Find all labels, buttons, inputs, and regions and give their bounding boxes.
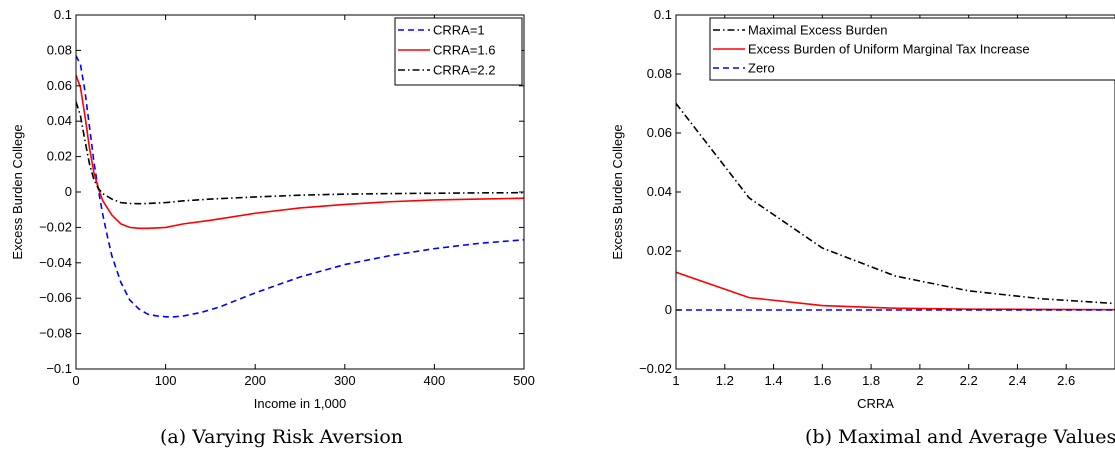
x-tick-label: 1.8	[862, 373, 880, 388]
y-tick-label: −0.1	[46, 361, 72, 376]
legend-label-1: CRRA=1	[433, 23, 485, 38]
chart-varying-risk-aversion: 0 100 200 300 400 500 −0.1 −0.08 −0.06 −0.04 −0.02…	[10, 7, 535, 411]
y-tick-label: 0.02	[647, 243, 672, 258]
x-tick-label: 300	[334, 373, 356, 388]
series-line-2	[76, 74, 524, 230]
legend-label-2: Excess Burden of Uniform Marginal Tax In…	[748, 42, 1030, 57]
series-line-1	[76, 55, 524, 318]
x-tick-label: 2.4	[1008, 373, 1026, 388]
y-axis-label: Excess Burden College	[610, 124, 625, 259]
x-tick-label: 2	[916, 373, 923, 388]
x-tick-label: 0	[72, 373, 79, 388]
y-tick-label: −0.02	[39, 219, 72, 234]
y-tick-label: 0.04	[647, 184, 672, 199]
series-line-1	[676, 103, 1115, 305]
y-axis-label: Excess Burden College	[10, 124, 25, 259]
x-tick-label: 100	[155, 373, 177, 388]
x-tick-label: 1.2	[716, 373, 734, 388]
x-axis-label: CRRA	[857, 396, 894, 411]
y-tick-label: 0	[65, 184, 72, 199]
y-tick-label: 0.02	[47, 149, 72, 164]
y-tick-label: −0.08	[39, 326, 72, 341]
caption-b: (b) Maximal and Average Values	[805, 426, 1115, 448]
y-tick-label: 0.08	[47, 42, 72, 57]
y-tick-label: 0.1	[654, 7, 672, 22]
y-tick-label: −0.04	[39, 255, 72, 270]
series-line-2	[676, 271, 1115, 311]
x-tick-label: 500	[513, 373, 535, 388]
y-tick-label: 0.06	[47, 78, 72, 93]
y-tick-label: 0.04	[47, 113, 72, 128]
y-tick-label: 0.08	[647, 66, 672, 81]
y-tick-label: 0	[665, 302, 672, 317]
legend-label-1: Maximal Excess Burden	[748, 23, 887, 38]
x-axis-label: Income in 1,000	[254, 396, 347, 411]
legend-box	[709, 17, 1115, 81]
y-tick-label: −0.02	[639, 361, 672, 376]
chart-maximal-and-average-values: 1 1.2 1.4 1.6 1.8 2 2.2 2.4 2.6 −0.02 0 0.02 0.04 0.0…	[610, 7, 1115, 411]
x-tick-label: 1.6	[813, 373, 831, 388]
series-line-3	[76, 101, 524, 205]
x-tick-label: 1.4	[765, 373, 783, 388]
legend-box	[394, 17, 523, 86]
y-tick-label: 0.1	[54, 7, 72, 22]
x-tick-label: 2.2	[960, 373, 978, 388]
caption-a: (a) Varying Risk Aversion	[160, 426, 404, 448]
x-tick-label: 2.6	[1057, 373, 1075, 388]
legend-label-3: CRRA=2.2	[433, 63, 496, 78]
x-tick-label: 400	[424, 373, 446, 388]
y-tick-label: 0.06	[647, 125, 672, 140]
legend-label-2: CRRA=1.6	[433, 43, 496, 58]
x-tick-label: 1	[672, 373, 679, 388]
x-tick-label: 200	[244, 373, 266, 388]
y-tick-label: −0.06	[39, 290, 72, 305]
legend-label-3: Zero	[748, 61, 775, 76]
